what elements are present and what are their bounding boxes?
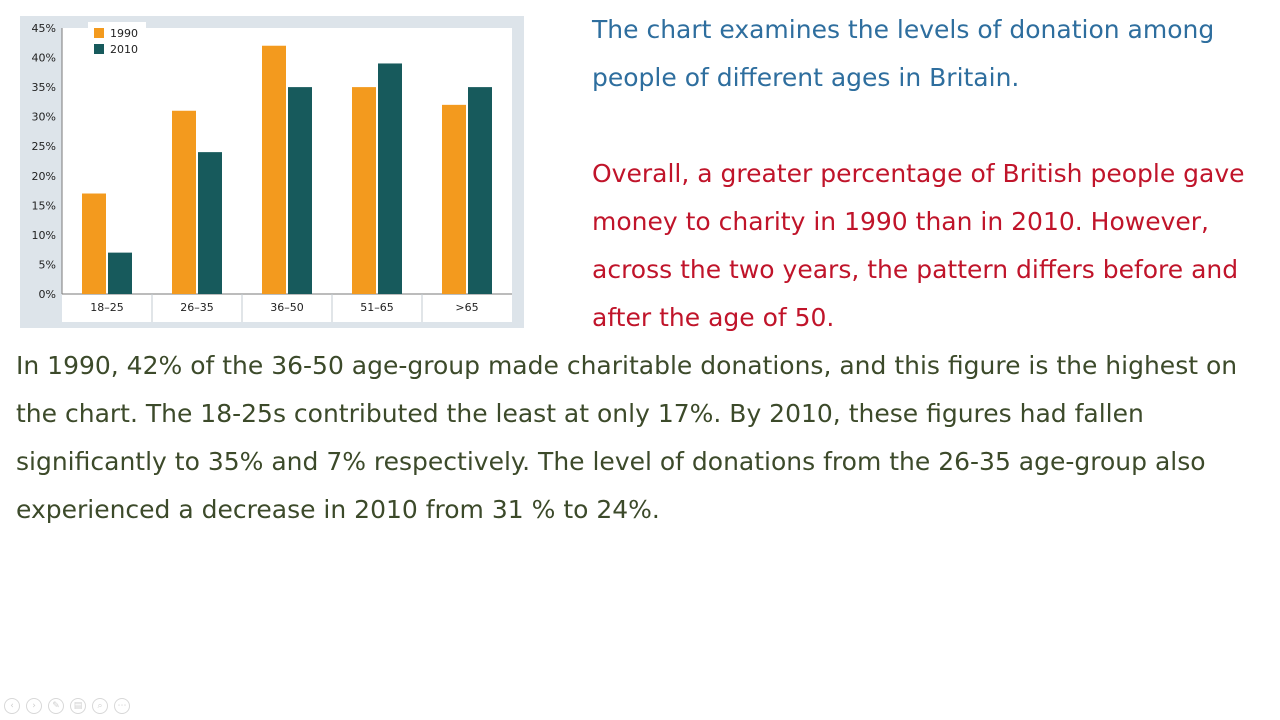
y-tick-label: 15% bbox=[32, 199, 56, 212]
intro-paragraph: The chart examines the levels of donatio… bbox=[592, 15, 1215, 92]
x-tick-label: 18–25 bbox=[90, 301, 124, 314]
plot-area bbox=[62, 28, 512, 294]
y-tick-label: 25% bbox=[32, 140, 56, 153]
donation-bar-chart: 0% 5% 10% 15% 20% 25% 30% 35% 40% 45% 18–25 26–35 36… bbox=[20, 16, 524, 328]
legend-swatch-2010 bbox=[94, 44, 104, 54]
x-tick-label: 36–50 bbox=[270, 301, 304, 314]
y-tick-label: 45% bbox=[32, 22, 56, 35]
bar-2010 bbox=[378, 63, 402, 294]
details-paragraph: In 1990, 42% of the 36-50 age-group made… bbox=[16, 351, 1238, 524]
legend-swatch-1990 bbox=[94, 28, 104, 38]
next-icon[interactable]: › bbox=[26, 698, 42, 714]
slide-controls: ‹ › ✎ ▤ ⌕ ⋯ bbox=[4, 698, 130, 716]
bar-1990 bbox=[82, 193, 106, 294]
zoom-icon[interactable]: ⌕ bbox=[92, 698, 108, 714]
overview-paragraph: Overall, a greater percentage of British… bbox=[592, 159, 1245, 332]
y-tick-label: 10% bbox=[32, 229, 56, 242]
slides-icon[interactable]: ▤ bbox=[70, 698, 86, 714]
y-tick-label: 20% bbox=[32, 170, 56, 183]
y-tick-label: 5% bbox=[39, 258, 56, 271]
bar-1990 bbox=[352, 87, 376, 294]
bar-2010 bbox=[468, 87, 492, 294]
y-tick-label: 30% bbox=[32, 111, 56, 124]
bar-2010 bbox=[108, 252, 132, 294]
legend-label-1990: 1990 bbox=[110, 27, 138, 40]
bar-1990 bbox=[262, 45, 286, 294]
category-band bbox=[62, 294, 512, 322]
bar-2010 bbox=[288, 87, 312, 294]
bar-1990 bbox=[442, 104, 466, 294]
legend-label-2010: 2010 bbox=[110, 43, 138, 56]
bar-2010 bbox=[198, 152, 222, 294]
y-tick-label: 0% bbox=[39, 288, 56, 301]
chart-svg: 0% 5% 10% 15% 20% 25% 30% 35% 40% 45% 18–25 26–35 36… bbox=[32, 22, 512, 322]
x-tick-label: 26–35 bbox=[180, 301, 214, 314]
previous-icon[interactable]: ‹ bbox=[4, 698, 20, 714]
x-tick-label: >65 bbox=[455, 301, 478, 314]
y-tick-label: 40% bbox=[32, 52, 56, 65]
pen-icon[interactable]: ✎ bbox=[48, 698, 64, 714]
more-icon[interactable]: ⋯ bbox=[114, 698, 130, 714]
bar-1990 bbox=[172, 110, 196, 294]
y-tick-label: 35% bbox=[32, 81, 56, 94]
x-tick-label: 51–65 bbox=[360, 301, 394, 314]
